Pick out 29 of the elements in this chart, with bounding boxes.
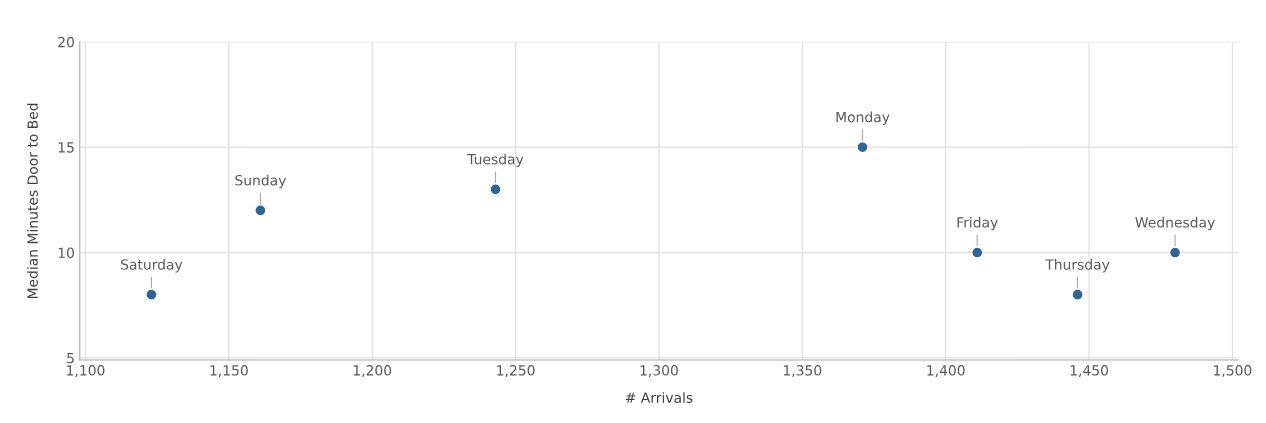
x-tick-label: 1,450 bbox=[1070, 365, 1109, 377]
x-tick-label: 1,150 bbox=[210, 365, 248, 377]
annotation: Sunday bbox=[235, 174, 286, 189]
point bbox=[971, 246, 984, 259]
x-axis-title: # Arrivals bbox=[625, 392, 693, 403]
point bbox=[489, 183, 502, 196]
y-tick-label: 20 bbox=[58, 36, 74, 48]
x-tick-label: 1,500 bbox=[1214, 365, 1252, 377]
annotation: Saturday bbox=[121, 259, 183, 273]
x-tick-label: 1,250 bbox=[497, 365, 535, 377]
y-tick-label: 5 bbox=[67, 353, 74, 364]
x-tick-label: 1,300 bbox=[640, 365, 678, 377]
annotation: Friday bbox=[957, 216, 998, 231]
annotation: Tuesday bbox=[467, 153, 524, 168]
point bbox=[1169, 246, 1182, 259]
point bbox=[145, 288, 158, 301]
annotation: Wednesday bbox=[1135, 216, 1215, 231]
point bbox=[1071, 288, 1084, 301]
y-tick-label: 15 bbox=[58, 142, 74, 153]
annotation: Monday bbox=[836, 111, 890, 125]
y-axis-title: Median Minutes Door to Bed bbox=[27, 103, 38, 299]
x-tick-label: 1,200 bbox=[353, 365, 392, 377]
point bbox=[856, 141, 869, 154]
point bbox=[254, 204, 267, 217]
x-tick-label: 1,350 bbox=[783, 365, 822, 377]
y-tick-label: 10 bbox=[58, 247, 74, 259]
x-tick-label: 1,100 bbox=[67, 365, 105, 377]
x-tick-label: 1,400 bbox=[927, 365, 965, 377]
annotation: Thursday bbox=[1045, 259, 1110, 273]
